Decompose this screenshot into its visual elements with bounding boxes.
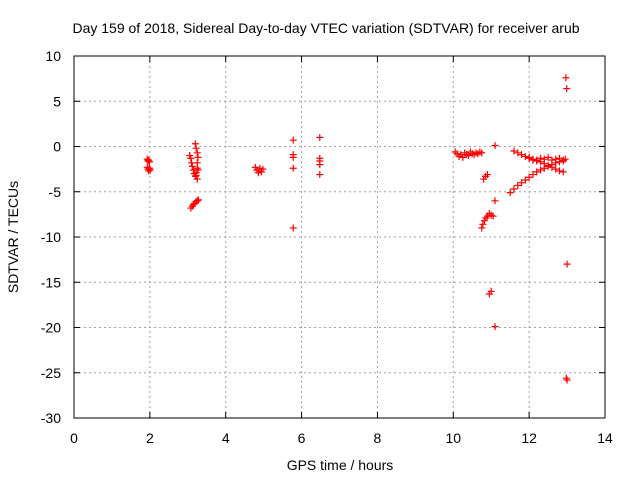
- data-point: [459, 153, 467, 161]
- x-tick-label: 6: [298, 430, 306, 446]
- tick-labels: 0 2 4 6 8 10 12 14 -30 -25 -20 -15 -10 -5 0 5 10: [41, 48, 613, 446]
- data-point: [562, 74, 570, 82]
- data-point: [563, 85, 571, 93]
- data-point: [145, 156, 153, 164]
- data-point: [563, 376, 571, 384]
- data-point: [256, 164, 264, 172]
- data-point: [483, 171, 491, 179]
- data-point: [510, 185, 518, 193]
- chart-title: Day 159 of 2018, Sidereal Day-to-day VTE…: [72, 20, 579, 36]
- data-point: [525, 173, 533, 181]
- y-tick-label: 0: [53, 139, 61, 155]
- x-tick-label: 0: [70, 430, 78, 446]
- data-point: [555, 154, 563, 162]
- data-point: [194, 153, 202, 161]
- data-point: [145, 158, 153, 166]
- data-point: [544, 162, 552, 170]
- data-point: [537, 154, 545, 162]
- data-point: [144, 157, 152, 165]
- data-point: [193, 197, 201, 205]
- y-tick-label: -25: [41, 365, 61, 381]
- data-point: [316, 161, 324, 169]
- data-point: [540, 155, 548, 163]
- data-point: [555, 167, 563, 175]
- data-point: [506, 189, 514, 197]
- data-point: [194, 166, 202, 174]
- data-point: [548, 163, 556, 171]
- data-point: [514, 149, 522, 157]
- data-point: [193, 175, 201, 183]
- data-point: [533, 168, 541, 176]
- data-point: [289, 153, 297, 161]
- data-point: [510, 147, 518, 155]
- data-point: [193, 149, 201, 157]
- data-point: [254, 169, 262, 177]
- data-point: [316, 171, 324, 179]
- data-point: [562, 374, 570, 382]
- x-tick-label: 4: [222, 430, 230, 446]
- data-point: [561, 155, 569, 163]
- data-point: [289, 164, 297, 172]
- data-point: [552, 155, 560, 163]
- data-point: [478, 224, 486, 232]
- data-point: [187, 154, 195, 162]
- x-tick-label: 8: [374, 430, 382, 446]
- x-tick-label: 14: [597, 430, 613, 446]
- y-tick-label: -20: [41, 320, 61, 336]
- data-point: [289, 224, 297, 232]
- data-point: [521, 176, 529, 184]
- data-point: [259, 165, 267, 173]
- data-point: [194, 196, 202, 204]
- data-point: [487, 287, 495, 295]
- y-tick-label: 10: [45, 48, 61, 64]
- data-point: [525, 153, 533, 161]
- data-point: [548, 156, 556, 164]
- data-point: [559, 168, 567, 176]
- data-point: [533, 156, 541, 164]
- data-point: [521, 152, 529, 160]
- data-point: [518, 151, 526, 159]
- data-point: [491, 142, 499, 150]
- data-point: [289, 136, 297, 144]
- data-point: [191, 140, 199, 148]
- data-point: [146, 166, 154, 174]
- data-point: [464, 152, 472, 160]
- axis-ticks: [73, 55, 606, 419]
- data-point: [316, 133, 324, 141]
- data-point: [514, 181, 522, 189]
- data-point: [479, 220, 487, 228]
- data-point: [192, 171, 200, 179]
- data-point: [188, 162, 196, 170]
- data-points: [143, 74, 571, 384]
- y-tick-label: -30: [41, 410, 61, 426]
- grid: [74, 56, 605, 418]
- data-point: [529, 171, 537, 179]
- data-point: [193, 159, 201, 167]
- x-tick-label: 2: [146, 430, 154, 446]
- x-axis-label: GPS time / hours: [287, 457, 394, 473]
- data-point: [529, 155, 537, 163]
- x-tick-label: 12: [521, 430, 537, 446]
- data-point: [518, 179, 526, 187]
- y-tick-label: 5: [53, 93, 61, 109]
- y-tick-label: -10: [41, 229, 61, 245]
- y-tick-label: -5: [49, 184, 62, 200]
- data-point: [537, 166, 545, 174]
- data-point: [478, 149, 486, 157]
- y-tick-label: -15: [41, 274, 61, 290]
- data-point: [489, 212, 497, 220]
- x-tick-label: 10: [445, 430, 461, 446]
- data-point: [544, 153, 552, 161]
- data-point: [491, 323, 499, 331]
- y-axis-label: SDTVAR / TECUs: [5, 181, 21, 293]
- data-point: [552, 165, 560, 173]
- data-point: [491, 197, 499, 205]
- data-point: [192, 144, 200, 152]
- data-point: [563, 260, 571, 268]
